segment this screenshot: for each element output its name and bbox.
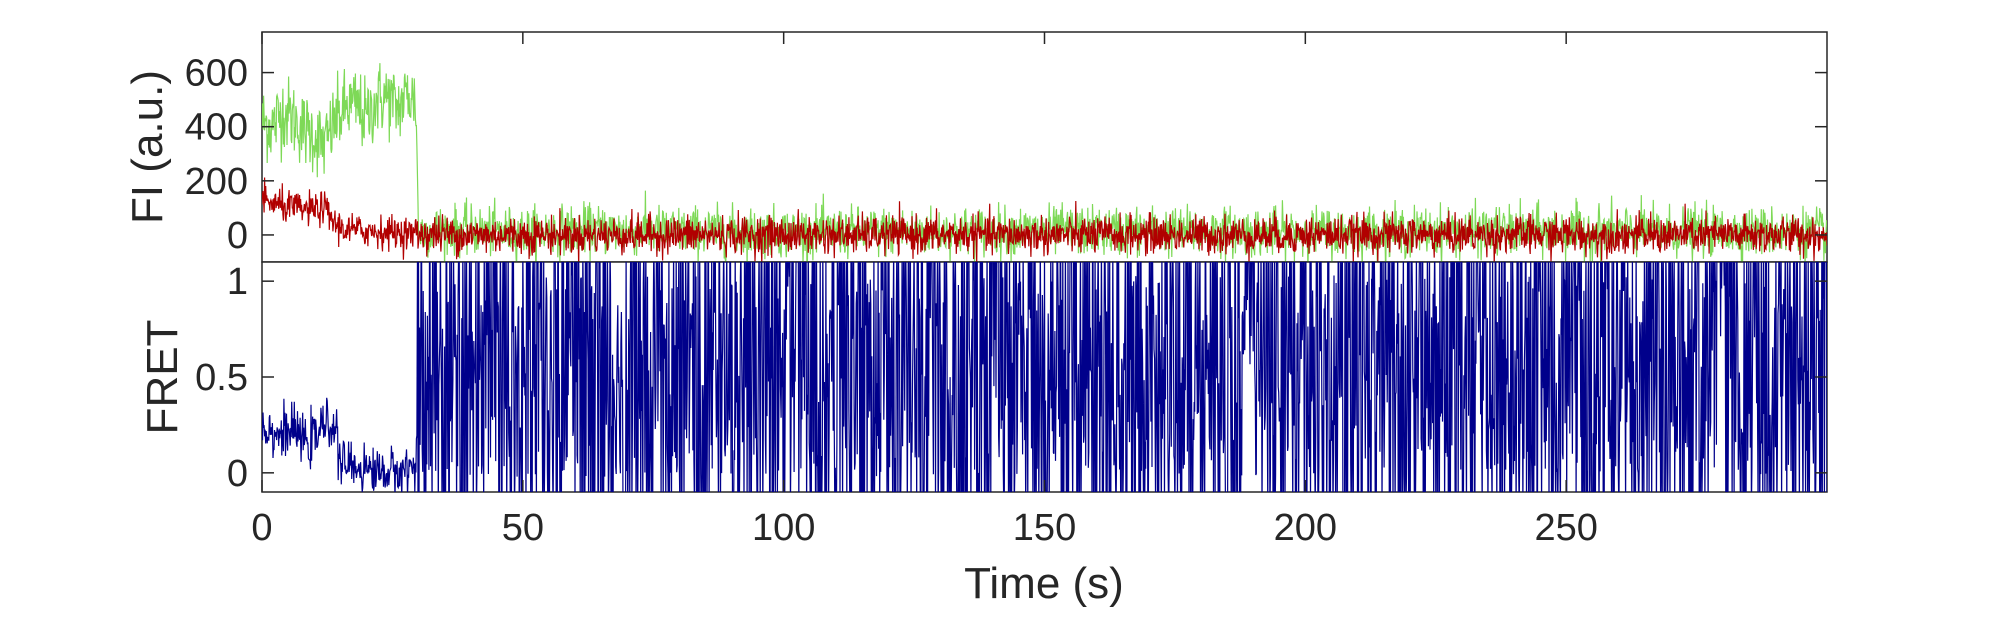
intensity-y-axis-label: FI (a.u.)	[123, 70, 172, 224]
time-xtick-label: 250	[1534, 507, 1597, 549]
intensity-panel: 0 200 400 600 FI (a.u.)	[123, 31, 1828, 263]
time-xtick-label: 100	[752, 507, 815, 549]
intensity-ytick-label: 0	[227, 215, 248, 257]
time-xtick-label: 150	[1013, 507, 1076, 549]
time-xtick-label: 50	[502, 507, 544, 549]
fret-ytick-label: 1	[227, 261, 248, 303]
intensity-ytick-label: 400	[185, 107, 248, 149]
fret-panel: 00.51 0 50 100 150 200 250 FRET Time (s)	[138, 32, 1828, 608]
fret-y-ticks: 00.51	[195, 261, 1827, 495]
fret-ytick-label: 0	[227, 453, 248, 495]
intensity-y-ticks: 0 200 400 600	[185, 53, 1827, 257]
time-xtick-label: 200	[1274, 507, 1337, 549]
time-x-axis-label: Time (s)	[964, 559, 1124, 608]
intensity-series-group	[262, 63, 1827, 262]
intensity-series-1-line	[262, 177, 1827, 262]
time-x-ticks: 0 50 100 150 200 250	[251, 32, 1598, 549]
fret-ytick-label: 0.5	[195, 357, 248, 399]
time-xtick-label: 0	[251, 507, 272, 549]
intensity-ytick-label: 200	[185, 161, 248, 203]
intensity-ytick-label: 600	[185, 53, 248, 95]
fret-y-axis-label: FRET	[138, 320, 187, 435]
